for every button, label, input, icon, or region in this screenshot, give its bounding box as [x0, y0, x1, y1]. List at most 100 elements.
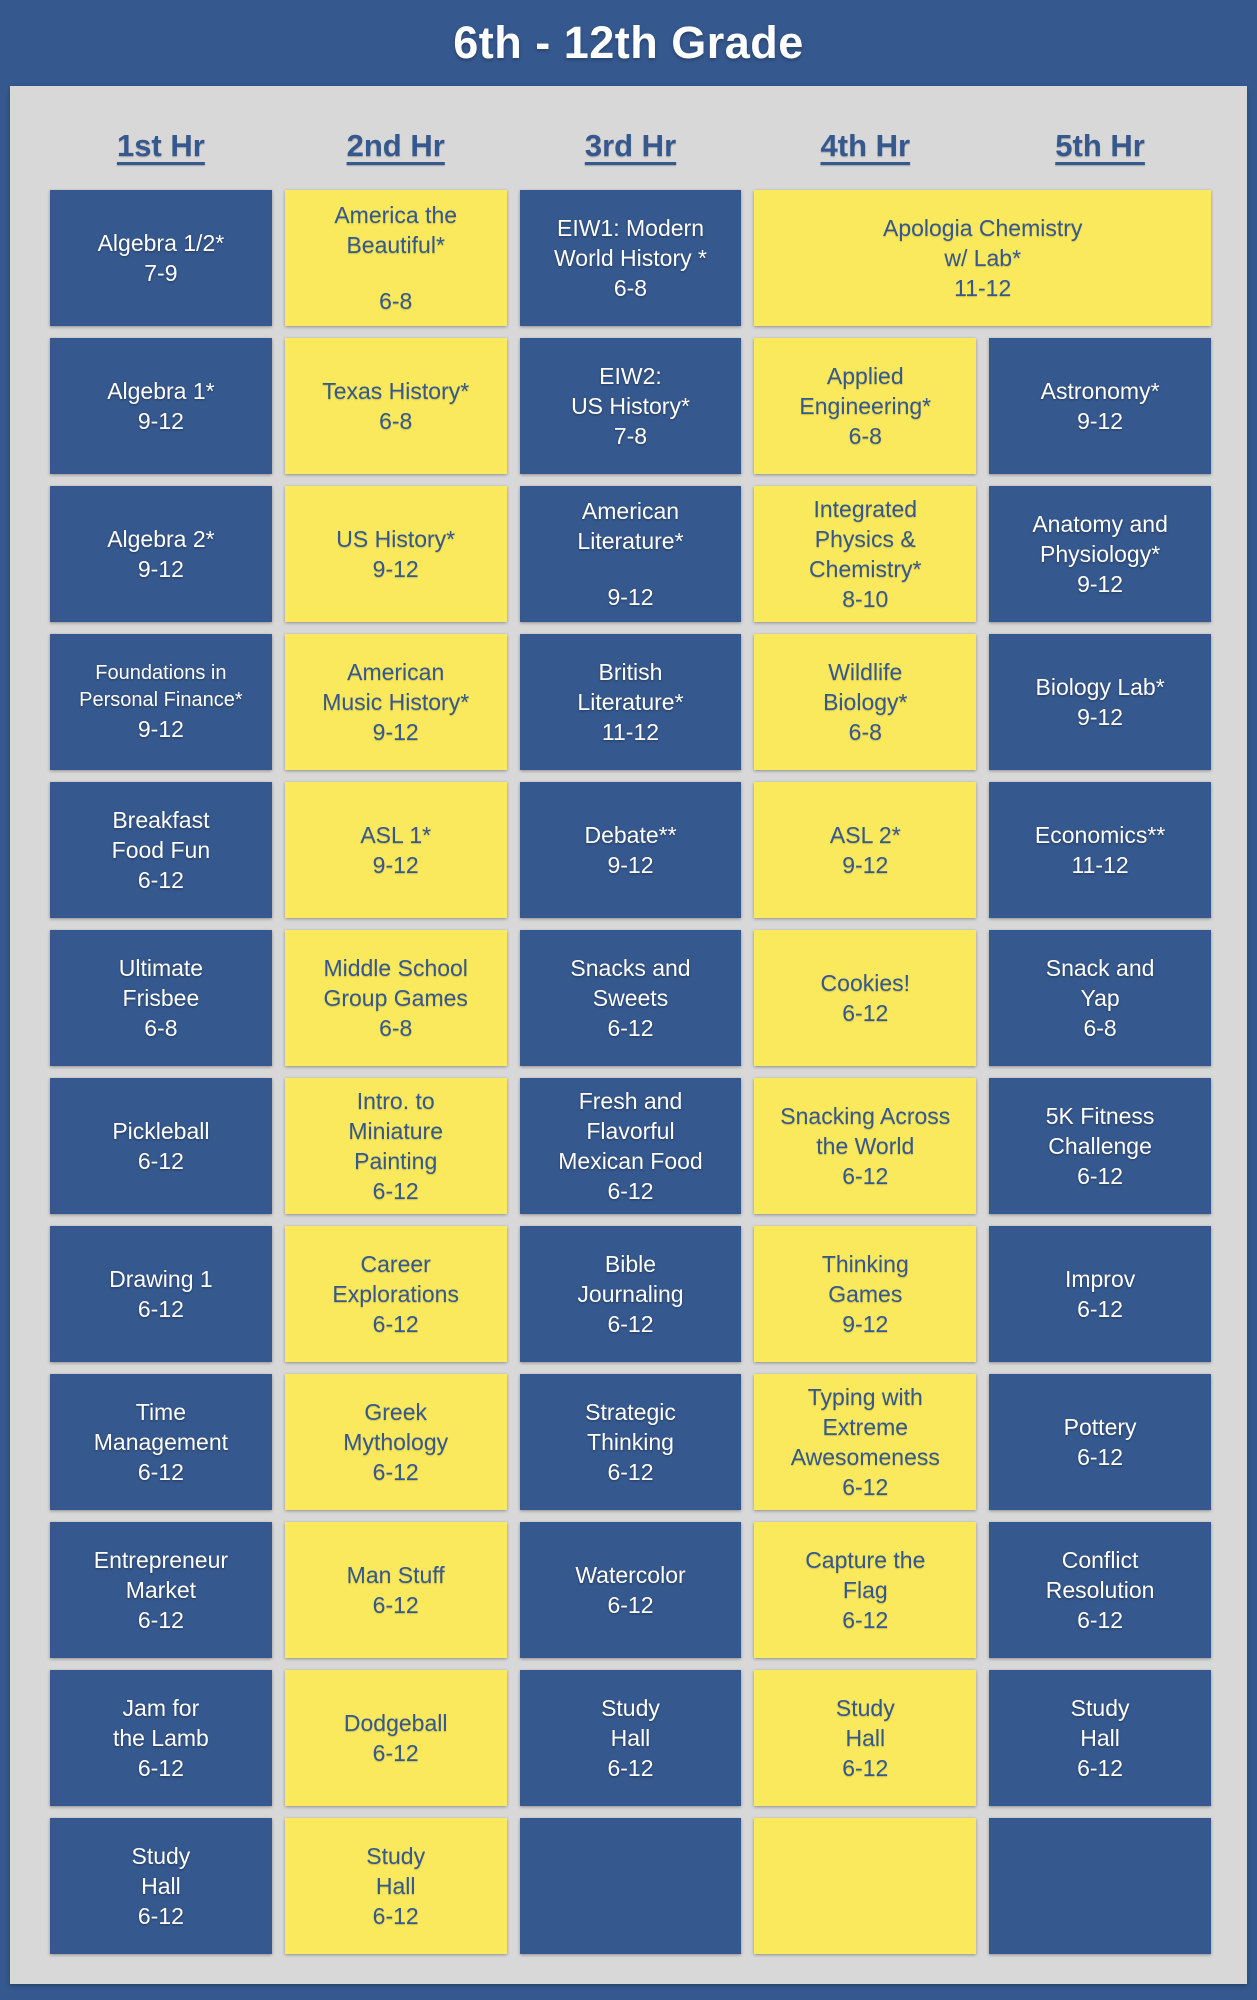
- class-grades: 7-9: [144, 260, 178, 286]
- class-cell: Time Management 6-12: [50, 1374, 272, 1510]
- class-name: US History*: [336, 526, 456, 552]
- class-grades: 9-12: [1077, 571, 1124, 597]
- class-name: Middle School Group Games: [323, 955, 468, 1011]
- schedule-grid: Algebra 1/2* 7-9 America the Beautiful* 6-8…: [10, 164, 1247, 1984]
- class-grades: 6-12: [842, 1163, 889, 1189]
- schedule-panel: 1st Hr 2nd Hr 3rd Hr 4th Hr 5th Hr Algebra 1…: [10, 86, 1247, 1984]
- class-cell: Astronomy* 9-12: [989, 338, 1211, 474]
- class-name: Applied Engineering*: [799, 363, 932, 419]
- class-grades: 6-12: [607, 1592, 654, 1618]
- class-grades: 9-12: [137, 556, 184, 582]
- class-grades: 6-12: [372, 1592, 419, 1618]
- class-grades: 6-12: [607, 1311, 654, 1337]
- class-grades: 6-8: [848, 423, 882, 449]
- class-name: ASL 2*: [829, 822, 901, 848]
- class-grades: 9-12: [137, 408, 184, 434]
- class-name: ASL 1*: [360, 822, 432, 848]
- class-name: Foundations in Personal Finance*: [79, 662, 243, 711]
- class-cell: Improv 6-12: [989, 1226, 1211, 1362]
- class-name: Apologia Chemistry w/ Lab*: [882, 215, 1083, 271]
- class-grades: 11-12: [954, 275, 1012, 301]
- class-cell: American Literature* 9-12: [519, 486, 742, 622]
- class-grades: 6-8: [848, 719, 882, 745]
- class-cell: Algebra 1/2* 7-9: [50, 190, 272, 326]
- class-cell: Study Hall 6-12: [989, 1670, 1211, 1806]
- class-cell: Middle School Group Games 6-8: [284, 930, 507, 1066]
- class-name: Snacks and Sweets: [570, 955, 691, 1011]
- empty-cell: [754, 1818, 977, 1954]
- class-grades: 6-12: [137, 1459, 184, 1485]
- title-bar: 6th - 12th Grade: [0, 0, 1257, 86]
- class-cell: Debate** 9-12: [519, 782, 742, 918]
- class-grades: 6-12: [372, 1178, 419, 1204]
- class-grades: 6-12: [1077, 1296, 1124, 1322]
- class-name: Drawing 1: [109, 1266, 213, 1292]
- class-cell: ASL 2* 9-12: [754, 782, 977, 918]
- class-cell: Economics** 11-12: [989, 782, 1211, 918]
- class-grades: 9-12: [607, 852, 654, 878]
- class-grades: 6-12: [372, 1311, 419, 1337]
- class-cell: 5K Fitness Challenge 6-12: [989, 1078, 1211, 1214]
- class-cell: Texas History* 6-8: [284, 338, 507, 474]
- class-grades: 6-12: [607, 1755, 654, 1781]
- class-grades: 6-12: [137, 1755, 184, 1781]
- class-grades: 6-12: [1077, 1755, 1124, 1781]
- class-cell: Thinking Games 9-12: [754, 1226, 977, 1362]
- class-name: Study Hall: [601, 1695, 660, 1751]
- class-cell: Conflict Resolution 6-12: [989, 1522, 1211, 1658]
- class-grades: 9-12: [1077, 704, 1124, 730]
- class-name: Man Stuff: [346, 1562, 445, 1588]
- class-grades: 6-8: [379, 408, 413, 434]
- class-grades: 9-12: [372, 556, 419, 582]
- class-cell: Anatomy and Physiology* 9-12: [989, 486, 1211, 622]
- class-name: Conflict Resolution: [1045, 1547, 1155, 1603]
- class-name: Algebra 1*: [107, 378, 215, 404]
- class-name: Improv: [1064, 1266, 1136, 1292]
- class-grades: 7-8: [613, 423, 648, 449]
- class-name: Astronomy*: [1040, 378, 1160, 404]
- class-cell: Capture the Flag 6-12: [754, 1522, 977, 1658]
- class-grades: 6-12: [842, 1755, 889, 1781]
- column-header: 1st Hr: [116, 128, 205, 163]
- class-cell: Watercolor 6-12: [519, 1522, 742, 1658]
- class-grades: 9-12: [372, 719, 419, 745]
- class-name: Study Hall: [131, 1843, 191, 1899]
- class-cell: Greek Mythology 6-12: [284, 1374, 507, 1510]
- class-grades: 6-12: [137, 1607, 184, 1633]
- page-title: 6th - 12th Grade: [453, 17, 804, 68]
- class-cell: EIW1: Modern World History * 6-8: [519, 190, 742, 326]
- class-name: Wildlife Biology*: [823, 659, 908, 715]
- class-name: Fresh and Flavorful Mexican Food: [558, 1088, 703, 1174]
- class-name: American Literature*: [577, 498, 684, 554]
- class-grades: 6-8: [379, 288, 413, 314]
- class-cell: Cookies! 6-12: [754, 930, 977, 1066]
- class-cell: Fresh and Flavorful Mexican Food 6-12: [519, 1078, 742, 1214]
- class-cell: ASL 1* 9-12: [284, 782, 507, 918]
- class-name: Pickleball: [112, 1118, 210, 1144]
- class-name: Time Management: [93, 1399, 229, 1455]
- class-grades: 6-12: [372, 1903, 419, 1929]
- class-name: Study Hall: [1070, 1695, 1130, 1751]
- class-cell: Strategic Thinking 6-12: [519, 1374, 742, 1510]
- class-grades: 6-12: [607, 1178, 654, 1204]
- class-grades: 9-12: [607, 584, 654, 610]
- class-cell: British Literature* 11-12: [519, 634, 742, 770]
- class-cell: Algebra 2* 9-12: [50, 486, 272, 622]
- class-name: American Music History*: [322, 659, 470, 715]
- class-name: Economics**: [1034, 822, 1166, 848]
- class-grades: 9-12: [1077, 408, 1124, 434]
- class-cell: Snacks and Sweets 6-12: [519, 930, 742, 1066]
- class-grades: 11-12: [1071, 852, 1129, 878]
- class-cell: US History* 9-12: [284, 486, 507, 622]
- class-name: EIW1: Modern World History *: [554, 215, 707, 271]
- column-header: 2nd Hr: [346, 128, 445, 163]
- class-cell: Foundations in Personal Finance* 9-12: [50, 634, 272, 770]
- class-cell: Study Hall 6-12: [519, 1670, 742, 1806]
- class-cell: American Music History* 9-12: [284, 634, 507, 770]
- class-name: Anatomy and Physiology*: [1032, 511, 1168, 567]
- class-name: Study Hall: [366, 1843, 426, 1899]
- class-grades: 6-12: [842, 1474, 889, 1500]
- class-cell: Drawing 1 6-12: [50, 1226, 272, 1362]
- class-cell: Wildlife Biology* 6-8: [754, 634, 977, 770]
